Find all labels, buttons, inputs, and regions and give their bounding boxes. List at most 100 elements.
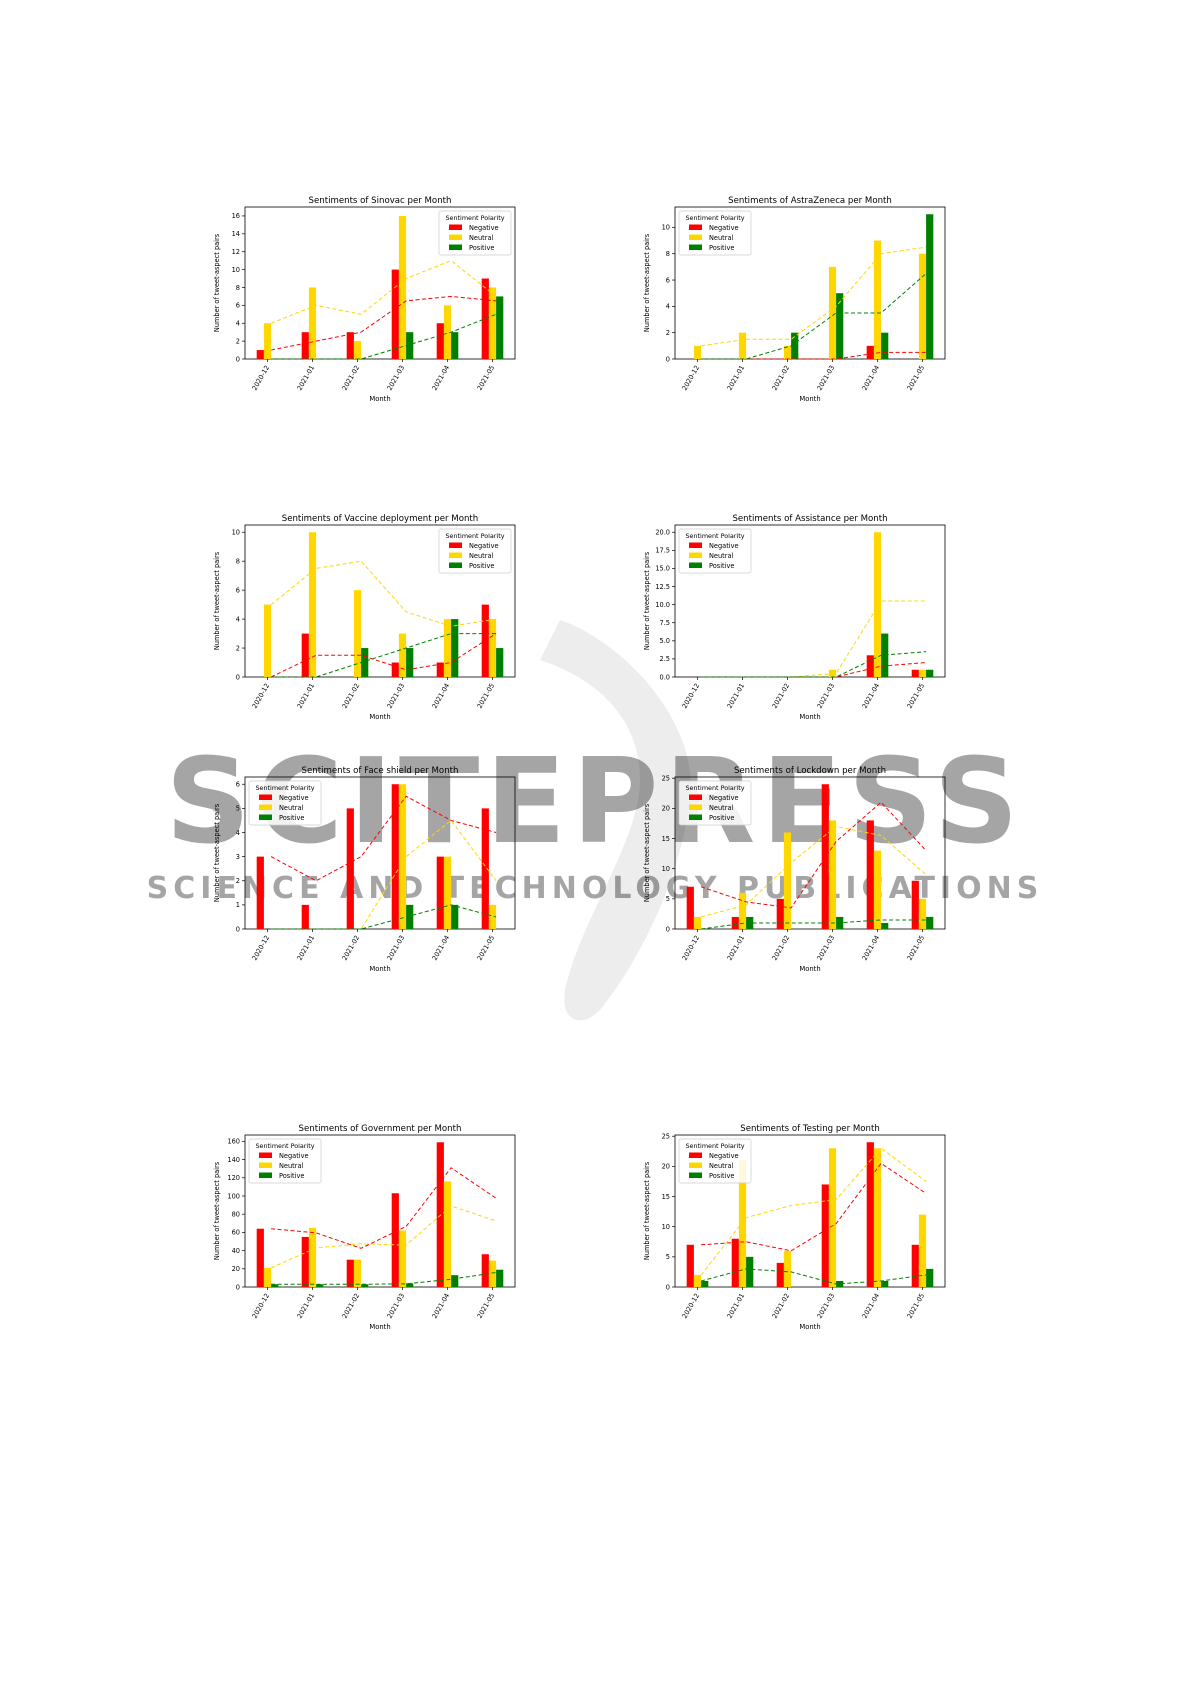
y-tick-label: 0	[236, 925, 240, 933]
legend-swatch-positive	[449, 562, 462, 568]
y-tick-label: 0	[236, 1283, 240, 1291]
bar-neutral	[443, 1181, 452, 1287]
y-tick-label: 17.5	[655, 547, 670, 555]
bar-neutral	[918, 898, 927, 929]
y-axis-label: Number of tweet-aspect pairs	[213, 803, 221, 902]
chart-title: Sentiments of Vaccine deployment per Mon…	[282, 514, 479, 524]
legend-swatch-negative	[259, 794, 272, 800]
plot-frame	[674, 1134, 946, 1288]
x-tick-label: 2021-05	[476, 364, 497, 392]
bar-positive	[451, 1275, 459, 1287]
x-tick-label: 2021-02	[771, 682, 792, 710]
trend-line-neutral	[700, 1147, 927, 1276]
bar-positive	[926, 1268, 934, 1287]
bar-positive	[451, 619, 459, 677]
y-tick-label: 140	[227, 1156, 240, 1164]
trend-line-neutral	[701, 246, 927, 347]
legend-swatch-negative	[449, 224, 462, 230]
x-tick-label: 2021-04	[431, 364, 452, 392]
legend-title: Sentiment Polarity	[686, 1142, 745, 1150]
legend-box	[678, 210, 752, 256]
bar-neutral	[488, 287, 497, 359]
x-axis-label: Month	[799, 395, 820, 403]
bar-positive	[746, 1256, 754, 1287]
legend-label-neutral: Neutral	[709, 804, 734, 812]
bar-neutral	[353, 590, 362, 677]
x-tick-label: 2021-03	[816, 1292, 837, 1320]
y-axis-label: Number of tweet-aspect pairs	[643, 233, 651, 332]
bar-neutral	[693, 345, 702, 359]
y-tick-label: 5	[236, 805, 240, 813]
chart-title: Sentiments of Government per Month	[299, 1124, 462, 1134]
bar-neutral	[873, 532, 882, 677]
bar-negative	[301, 904, 309, 929]
bar-negative	[346, 808, 354, 929]
y-tick-label: 20.0	[655, 529, 670, 537]
y-tick-label: 8	[236, 557, 240, 565]
legend-label-neutral: Neutral	[469, 552, 494, 560]
bar-negative	[391, 784, 399, 929]
bar-negative	[911, 669, 919, 677]
y-tick-label: 25	[662, 775, 670, 783]
legend: Sentiment Polarity Negative Neutral Positiv…	[678, 1138, 752, 1184]
bar-neutral	[693, 916, 702, 929]
y-tick-label: 15.0	[655, 565, 670, 573]
legend-label-negative: Negative	[709, 794, 739, 802]
bar-neutral	[783, 1250, 792, 1287]
legend-title: Sentiment Polarity	[686, 532, 745, 540]
plot-frame	[674, 206, 946, 360]
y-tick-label: 0	[236, 355, 240, 363]
y-tick-label: 12.5	[655, 583, 670, 591]
x-tick-label: 2020-12	[251, 1292, 272, 1320]
legend: Sentiment Polarity Negative Neutral Positiv…	[678, 210, 752, 256]
legend-swatch-negative	[689, 542, 702, 548]
bar-positive	[496, 296, 504, 359]
plot-frame	[244, 776, 516, 930]
legend-label-neutral: Neutral	[709, 552, 734, 560]
bar-neutral	[828, 266, 837, 359]
bar-negative	[731, 916, 739, 929]
x-tick-label: 2020-12	[251, 682, 272, 710]
legend: Sentiment Polarity Negative Neutral Positiv…	[248, 1138, 322, 1184]
x-tick-label: 2020-12	[681, 934, 702, 962]
y-axis-label: Number of tweet-aspect pairs	[213, 1161, 221, 1260]
legend-swatch-positive	[689, 244, 702, 250]
trend-line-positive	[271, 1271, 497, 1285]
legend-swatch-neutral	[689, 234, 702, 240]
y-tick-label: 120	[227, 1174, 240, 1182]
bar-neutral	[443, 856, 452, 929]
x-axis-label: Month	[369, 1323, 390, 1331]
trend-line-positive	[700, 1268, 927, 1285]
legend-swatch-neutral	[689, 1162, 702, 1168]
bar-positive	[271, 1284, 279, 1287]
legend-swatch-positive	[259, 814, 272, 820]
legend: Sentiment Polarity Negative Neutral Positiv…	[438, 210, 512, 256]
x-tick-label: 2021-04	[861, 364, 882, 392]
trend-line-positive	[701, 651, 927, 678]
y-tick-label: 2	[236, 877, 240, 885]
y-tick-label: 10	[662, 224, 670, 232]
x-tick-label: 2021-01	[296, 364, 317, 392]
bar-positive	[406, 1283, 414, 1287]
bar-negative	[436, 662, 444, 677]
trend-line-negative	[701, 351, 927, 360]
legend-label-positive: Positive	[279, 814, 304, 822]
y-tick-label: 4	[236, 615, 240, 623]
trend-line-negative	[271, 1167, 497, 1249]
bar-neutral	[738, 1160, 747, 1287]
x-tick-label: 2021-02	[771, 934, 792, 962]
bar-negative	[866, 1142, 874, 1287]
y-tick-label: 14	[232, 230, 240, 238]
legend-label-neutral: Neutral	[469, 234, 494, 242]
y-tick-label: 5.0	[660, 637, 671, 645]
bar-positive	[496, 648, 504, 677]
legend-label-positive: Positive	[709, 244, 734, 252]
legend: Sentiment Polarity Negative Neutral Positiv…	[248, 780, 322, 826]
bar-positive	[496, 1269, 504, 1287]
legend-title: Sentiment Polarity	[686, 214, 745, 222]
chart-title: Sentiments of Face shield per Month	[302, 766, 459, 776]
bar-negative	[866, 345, 874, 359]
trend-line-positive	[271, 904, 497, 930]
x-tick-label: 2021-01	[296, 934, 317, 962]
bar-negative	[911, 1244, 919, 1287]
